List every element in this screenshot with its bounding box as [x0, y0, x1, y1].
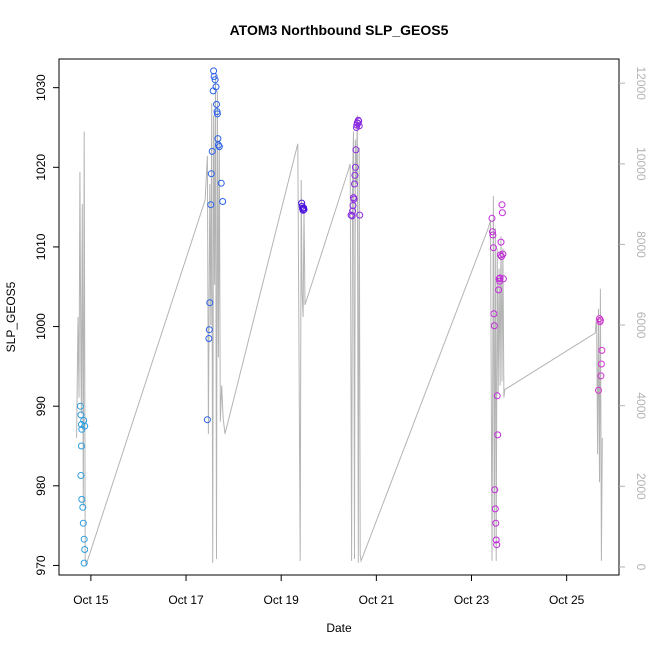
data-point [494, 431, 502, 439]
data-point [491, 486, 499, 494]
right-tick-label: 12000 [634, 67, 648, 101]
data-point [210, 73, 218, 80]
data-point [349, 202, 357, 209]
data-point [213, 100, 220, 108]
data-point [81, 546, 89, 553]
points-group [76, 67, 606, 567]
data-point [498, 201, 506, 209]
data-point [355, 122, 363, 130]
data-point [210, 67, 218, 75]
x-axis: Oct 15 Oct 17 Oct 19 Oct 21 Oct 23 Oct 25 [73, 574, 585, 607]
right-tick-label: 2000 [634, 473, 648, 500]
data-point [496, 277, 504, 285]
plot-frame [58, 58, 620, 576]
x-axis-label: Date [326, 621, 352, 635]
data-point [490, 322, 498, 330]
altitude-line-group [76, 75, 603, 566]
y-tick-label: 1020 [34, 154, 48, 181]
data-point [207, 170, 215, 178]
right-tick-label: 10000 [634, 147, 648, 181]
y-tick-label: 1000 [34, 313, 48, 340]
data-point [351, 171, 359, 179]
y-tick-label: 1030 [34, 74, 48, 101]
data-point [213, 110, 221, 118]
y-axis-label: SLP_GEOS5 [4, 281, 18, 352]
x-tick-label: Oct 21 [359, 593, 395, 607]
data-point [499, 275, 507, 283]
y-tick-label: 970 [34, 555, 48, 575]
right-tick-label: 8000 [634, 231, 648, 258]
right-tick-label: 6000 [634, 312, 648, 339]
x-tick-label: Oct 15 [73, 593, 109, 607]
data-point [490, 310, 498, 318]
data-point [495, 286, 503, 294]
data-point [488, 228, 496, 236]
data-point [215, 143, 223, 151]
data-point [77, 421, 85, 428]
data-point [489, 231, 497, 239]
data-point [597, 360, 605, 368]
data-point [77, 472, 85, 479]
data-point [80, 559, 88, 567]
data-point [492, 519, 500, 527]
data-point [355, 117, 363, 125]
data-point [498, 209, 506, 217]
data-point [79, 519, 87, 527]
data-point [347, 211, 355, 219]
data-point [497, 238, 505, 246]
data-point [76, 402, 84, 410]
x-tick-label: Oct 17 [168, 593, 204, 607]
data-point [488, 214, 496, 222]
data-point [352, 146, 360, 154]
y-tick-label: 980 [34, 475, 48, 495]
data-point [77, 442, 85, 450]
data-point [356, 211, 364, 219]
data-point [493, 392, 501, 400]
x-tick-label: Oct 23 [454, 593, 490, 607]
data-point [219, 198, 227, 205]
data-point [348, 212, 356, 220]
data-point [491, 505, 499, 513]
chart-title: ATOM3 Northbound SLP_GEOS5 [230, 22, 449, 38]
data-point [207, 201, 215, 209]
data-point [489, 244, 497, 252]
data-point [597, 372, 605, 380]
data-point [300, 206, 308, 213]
data-point [205, 335, 213, 342]
data-point [78, 495, 86, 503]
data-point [596, 316, 604, 324]
data-point [79, 503, 87, 511]
data-point [351, 180, 358, 188]
data-point [598, 346, 606, 354]
data-point [217, 179, 225, 187]
data-point [212, 83, 220, 91]
data-point [77, 411, 85, 419]
x-tick-label: Oct 25 [549, 593, 585, 607]
right-tick-label: 0 [634, 564, 648, 571]
y-axis: 970 980 990 1000 1010 1020 1030 [34, 74, 59, 575]
right-axis: 0 2000 4000 6000 8000 10000 12000 [619, 67, 648, 571]
data-point [496, 274, 504, 282]
data-point [211, 76, 219, 84]
data-point [206, 299, 214, 307]
data-point [493, 541, 501, 549]
data-point [499, 250, 507, 258]
right-tick-label: 4000 [634, 392, 648, 419]
data-point [80, 535, 88, 543]
data-point [492, 536, 500, 544]
y-tick-label: 990 [34, 396, 48, 416]
data-point [208, 147, 216, 155]
data-point [81, 422, 89, 430]
data-point [203, 416, 211, 424]
data-point [595, 386, 602, 394]
x-tick-label: Oct 19 [264, 593, 300, 607]
data-point [350, 195, 358, 203]
data-point [351, 163, 359, 171]
data-point [205, 326, 213, 334]
altitude-series-line [76, 75, 603, 566]
y-tick-label: 1010 [34, 233, 48, 260]
